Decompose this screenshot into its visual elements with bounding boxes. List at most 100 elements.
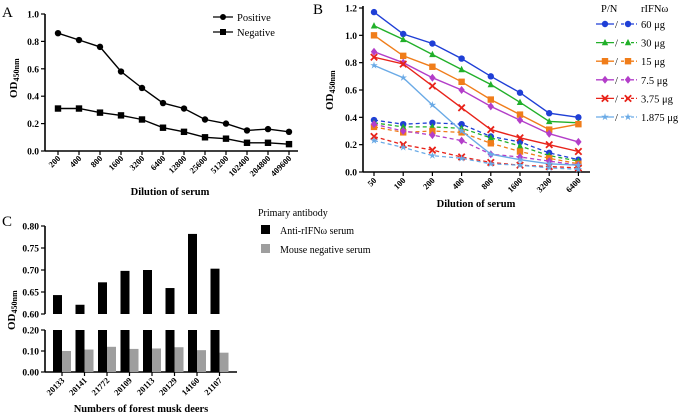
panel-b-positive-point bbox=[370, 61, 378, 69]
panel-b-positive-point bbox=[429, 63, 436, 70]
panel-b-negative-point bbox=[429, 119, 436, 127]
panel-b-positive-line-dose-6 bbox=[373, 64, 579, 166]
panel-c-label: C bbox=[2, 214, 12, 230]
legend-separator: / bbox=[615, 20, 618, 31]
panel-a-point-positive bbox=[201, 116, 209, 123]
panel-b-positive-point bbox=[575, 137, 582, 146]
legend-separator: / bbox=[615, 57, 618, 68]
panel-c-y-title: OD450nm bbox=[6, 290, 19, 330]
legend-negative-marker bbox=[624, 75, 632, 84]
panel-b-positive-point bbox=[458, 55, 465, 62]
panel-c-bar-anti-rifn-top bbox=[210, 268, 220, 314]
panel-c-bar-anti-rifn-top bbox=[98, 282, 107, 314]
panel-a-point-positive bbox=[138, 84, 146, 92]
panel-c-bar-anti-rifn-bottom bbox=[210, 330, 220, 372]
panel-a-x-tick-label: 800 bbox=[88, 153, 104, 169]
panel-b-positive-point bbox=[516, 89, 524, 96]
panel-b-negative-point bbox=[400, 123, 407, 130]
panel-b-negative-line-dose-1 bbox=[373, 119, 579, 161]
legend-positive-marker bbox=[601, 94, 609, 103]
panel-a-line-negative bbox=[58, 107, 290, 145]
panel-b-y-tick-label: 0.6 bbox=[345, 87, 357, 97]
legend-negative-label: Negative bbox=[237, 28, 275, 39]
panel-b-positive-point bbox=[546, 110, 553, 117]
panel-c-x-tick-label: 20133 bbox=[44, 375, 66, 397]
legend-separator: / bbox=[615, 94, 618, 105]
panel-a-x-tick-label: 400 bbox=[67, 153, 83, 169]
panel-b-negative-point bbox=[428, 146, 437, 154]
panel-b-positive-point bbox=[516, 98, 524, 105]
legend-title: Primary antibody bbox=[258, 208, 328, 219]
panel-b-negative-point bbox=[458, 120, 465, 128]
panel-b-negative-point bbox=[428, 151, 437, 159]
panel-b-positive-point bbox=[400, 52, 407, 60]
panel-a-x-tick-label: 409600 bbox=[268, 153, 293, 178]
panel-a-point-negative bbox=[75, 105, 83, 112]
panel-b-positive-point bbox=[575, 114, 582, 121]
legend-header-pn: P/N bbox=[601, 4, 618, 15]
panel-c-x-tick-label: 20141 bbox=[67, 375, 89, 397]
panel-b-x-tick-label: 3200 bbox=[535, 175, 554, 194]
panel-b-negative-point bbox=[574, 165, 583, 173]
panel-a-label: A bbox=[2, 5, 13, 21]
panel-b-positive-point bbox=[457, 127, 466, 135]
panel-c-y-tick-label: 0.10 bbox=[22, 348, 39, 358]
panel-c-bar-anti-rifn-bottom bbox=[120, 330, 130, 372]
panel-a-x-tick-label: 204800 bbox=[247, 153, 272, 178]
panel-b-x-tick-label: 800 bbox=[479, 175, 495, 191]
panel-b-positive-point bbox=[516, 155, 524, 163]
legend-separator: / bbox=[615, 39, 618, 50]
panel-a-point-negative bbox=[159, 124, 167, 131]
panel-b-negative-point bbox=[545, 163, 553, 172]
panel-b-positive-point bbox=[516, 116, 524, 125]
panel-a-point-negative bbox=[180, 128, 188, 136]
panel-b-positive-point bbox=[575, 120, 582, 128]
panel-b-positive-point bbox=[370, 53, 378, 62]
panel-b-negative-line-dose-4 bbox=[373, 123, 579, 166]
panel-b-x-tick-label: 200 bbox=[421, 175, 437, 191]
panel-b-legend: P/N rIFNω / 60 μg / 30 μg / 15 μg / 7.5 μg / 3.75… bbox=[596, 4, 679, 124]
panel-c-bar-anti-rifn-bottom bbox=[98, 330, 107, 372]
panel-a-y-title: OD450nm bbox=[8, 58, 21, 98]
panel-a-x-tick-label: 3200 bbox=[127, 153, 146, 172]
panel-c-x-tick-label: 20109 bbox=[112, 375, 134, 397]
panel-b-y-tick-label: 1.0 bbox=[345, 32, 357, 42]
panel-c-bar-anti-rifn-top bbox=[165, 288, 175, 314]
panel-b-positive-point bbox=[486, 125, 495, 134]
legend-negative-marker bbox=[624, 20, 632, 28]
panel-b-positive-line-dose-5 bbox=[373, 56, 579, 153]
panel-b-positive-point bbox=[429, 50, 436, 58]
panel-b-positive-point bbox=[458, 86, 465, 94]
panel-b-positive-point bbox=[370, 47, 378, 56]
panel-b-negative-point bbox=[370, 120, 378, 129]
panel-c-bar-mouse-negative bbox=[62, 351, 71, 372]
panel-b-negative-point bbox=[399, 143, 407, 151]
panel-c-bar-anti-rifn-bottom bbox=[75, 330, 85, 372]
panel-b-positive-point bbox=[487, 150, 495, 158]
panel-b-positive-point bbox=[574, 147, 583, 156]
panel-b-positive-point bbox=[516, 111, 524, 118]
panel-a-point-negative bbox=[264, 139, 272, 146]
panel-a-y-tick-label: 0.6 bbox=[27, 65, 39, 75]
panel-c-legend: Primary antibody Anti-rIFNω serum Mouse … bbox=[258, 208, 371, 256]
panel-a-line-positive bbox=[57, 32, 290, 133]
legend-negative-marker bbox=[624, 38, 632, 46]
panel-a-y-tick-label: 0.8 bbox=[27, 38, 39, 48]
legend-anti-rifn-swatch bbox=[261, 225, 270, 234]
legend-negative-marker bbox=[624, 58, 632, 65]
panel-c-x-tick-label: 20113 bbox=[135, 375, 157, 397]
panel-b-negative-point bbox=[516, 161, 524, 169]
panel-c-x-tick-label: 21772 bbox=[89, 375, 111, 397]
panel-b-x-tick-label: 400 bbox=[450, 175, 466, 191]
legend-negative-marker bbox=[624, 94, 632, 103]
panel-b-y-tick-label: 0.2 bbox=[345, 141, 357, 151]
panel-b-positive-point bbox=[428, 101, 437, 109]
panel-c-bar-anti-rifn-top bbox=[53, 295, 62, 314]
legend-positive-marker bbox=[601, 113, 609, 121]
panel-a-point-negative bbox=[54, 105, 62, 112]
panel-a-x-tick-label: 1600 bbox=[106, 153, 125, 172]
legend-separator: / bbox=[615, 76, 618, 87]
panel-b-x-tick-label: 1600 bbox=[505, 175, 524, 194]
panel-c-bar-anti-rifn-bottom bbox=[143, 330, 152, 372]
panel-c-x-title: Numbers of forest musk deers bbox=[74, 404, 209, 415]
